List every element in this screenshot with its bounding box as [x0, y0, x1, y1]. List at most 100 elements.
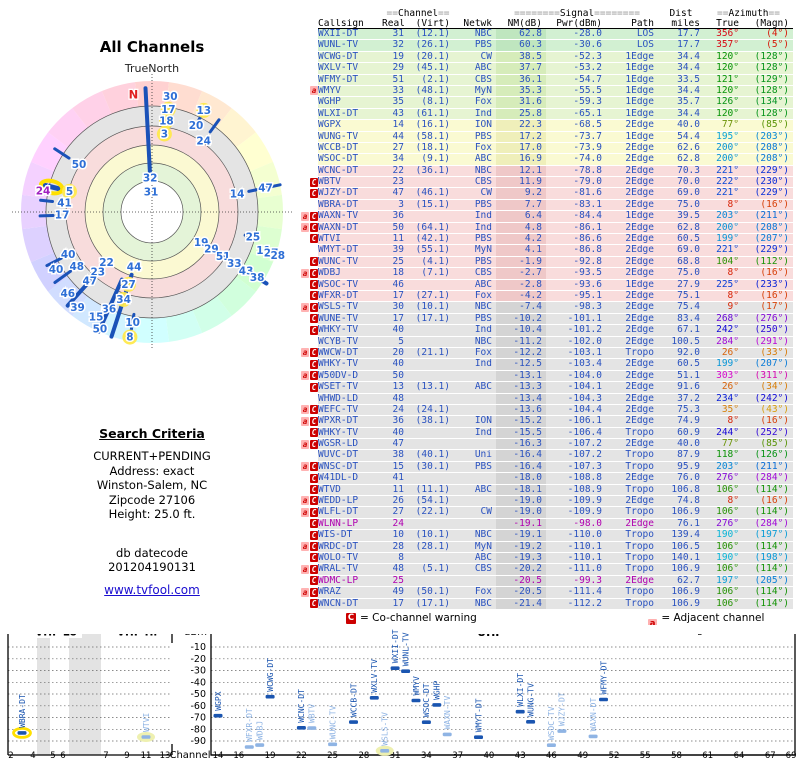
- table-row: a C WAXN-TV 36 Ind 6.4 -84.4 1Edge 39.5 203° (211°…: [296, 211, 796, 223]
- table-row: C WHKY-TV 40 Ind -10.4 -101.2 2Edge 67.1 242° (25…: [296, 325, 796, 337]
- table-row: a C WRDC-DT 28 (28.1) MyN -19.2 -110.1 Tropo 106.…: [296, 541, 796, 553]
- channel-label: 51: [216, 251, 231, 263]
- channel-label: 31: [144, 187, 159, 199]
- pending-highlight: [196, 102, 212, 118]
- true-north-label: TrueNorth: [124, 62, 180, 75]
- channel-label: 22: [99, 257, 114, 269]
- table-row: WUNL-TV 32 (26.1) PBS 60.3 -30.6 LOS 17.7 357° (5…: [296, 40, 796, 52]
- table-row: WUVC-DT 38 (40.1) Uni -16.4 -107.2 Tropo 87.9 11…: [296, 450, 796, 462]
- table-row: C WUNE-TV 17 (17.1) PBS -10.2 -101.1 2Edge 83.4 2…: [296, 313, 796, 326]
- table-row: C WSET-TV 13 (13.1) ABC -13.3 -104.1 2Edge 91.6 2…: [296, 382, 796, 394]
- station-bar: [307, 726, 317, 730]
- station-spoke: [129, 312, 136, 332]
- channel-tick-label: 67: [765, 751, 776, 761]
- station-spoke: [247, 183, 282, 193]
- dbm-tick-label: -20: [190, 654, 206, 665]
- table-row: a C WWCW-DT 20 (21.1) Fox -12.2 -103.1 Tropo 92.0…: [296, 347, 796, 360]
- channel-label: 50: [93, 323, 108, 335]
- vhf-gap-band: [37, 632, 50, 755]
- table-row: a C WPXR-DT 36 (38.1) ION -15.2 -106.1 2Edge 74.9…: [296, 416, 796, 428]
- table-row: a C WNSC-DT 15 (30.1) PBS -16.4 -107.3 Tropo 95.9…: [296, 461, 796, 474]
- table-row: a C WGSR-LD 47 -16.3 -107.2 2Edge 40.0 77° (85°): [296, 439, 796, 451]
- channel-tick-label: 11: [141, 751, 152, 761]
- channel-tick-label: 58: [671, 751, 682, 761]
- channel-tick-label: 9: [124, 751, 129, 761]
- channel-tick-label: 6: [60, 751, 65, 761]
- station-label: WLXI-DT: [516, 673, 525, 707]
- table-row: C WHKY-TV 40 Ind -12.5 -103.4 2Edge 60.5 199° (20…: [296, 359, 796, 371]
- channel-tick-label: 28: [358, 751, 369, 761]
- station-spoke: [208, 118, 221, 134]
- pending-highlight: [12, 727, 32, 739]
- table-row: WBRA-DT 3 (15.1) PBS 7.7 -83.1 2Edge 75.0 8° (16°…: [296, 199, 796, 212]
- table-row: WCWG-DT 19 (20.1) CW 38.5 -52.3 1Edge 34.4 120°(…: [296, 51, 796, 64]
- table-row: C W41DL-D 41 -18.0 -108.8 2Edge 76.0 276° (284°): [296, 473, 796, 485]
- pending-highlight: [116, 292, 132, 307]
- dbm-tick-label: -80: [190, 724, 206, 735]
- station-label: WAXN-DT: [589, 698, 598, 732]
- channel-tick-label: 61: [702, 751, 713, 761]
- station-bar: [401, 669, 411, 673]
- channel-label: 34: [116, 294, 131, 306]
- channel-tick-label: 19: [265, 751, 276, 761]
- station-label: WSLS-TV: [381, 712, 390, 746]
- pending-highlight: [158, 113, 174, 129]
- channel-label: 44: [127, 262, 142, 274]
- channel-label: 25: [246, 232, 261, 244]
- channel-tick-label: 7: [103, 751, 108, 761]
- dbm-tick-label: -60: [190, 701, 206, 712]
- tvfool-link[interactable]: www.tvfool.com: [104, 583, 200, 597]
- table-row: a C WSLS-TV 30 (10.1) NBC -7.4 -98.3 2Edge 75.4 9°…: [296, 302, 796, 314]
- table-row: WSOC-DT 34 (9.1) ABC 16.9 -74.0 2Edge 62.8 200°(…: [296, 154, 796, 166]
- station-label: WAXN-TV: [443, 696, 452, 730]
- table-row: C WSOC-TV 46 ABC -2.8 -93.6 1Edge 27.9 225° (233°…: [296, 279, 796, 291]
- table-row: C WFXR-DT 17 (27.1) Fox -4.2 -95.1 2Edge 75.1 8°(…: [296, 290, 796, 303]
- channel-tick-label: 43: [515, 751, 526, 761]
- table-row: C WBTV 23 CBS 11.9 -79.0 2Edge 70.0 222° (230°): [296, 177, 796, 189]
- table-row: a C WEDD-LP 26 (54.1) -19.0 -109.9 2Edge 74.8 8°(…: [296, 496, 796, 508]
- search-line: Address: exact: [109, 463, 195, 478]
- channel-tick-label: 4: [30, 751, 35, 761]
- channel-label: 40: [49, 264, 64, 276]
- station-bar: [265, 694, 275, 699]
- channel-label: 29: [204, 244, 219, 256]
- pending-highlight: [122, 329, 138, 345]
- channel-label: 19: [194, 237, 209, 249]
- table-row: a C WLFL-DT 27 (22.1) CW -19.0 -109.9 Tropo 106.9…: [296, 507, 796, 519]
- station-label: WMYT-DT: [474, 698, 483, 732]
- table-row: WFMY-DT 51 (2.1) CBS 36.1 -54.7 1Edge 33.5 121°(…: [296, 74, 796, 86]
- table-row: C WTVD 11 (11.1) ABC -18.1 -108.9 Tropo 106.8 106…: [296, 484, 796, 497]
- channel-label: 48: [69, 261, 84, 273]
- station-label: WUNC-TV: [328, 705, 337, 739]
- station-label: WBRA-DT: [18, 694, 27, 728]
- station-bar: [526, 720, 536, 724]
- channel-label: 27: [264, 248, 279, 260]
- station-bar: [432, 703, 442, 707]
- station-spoke: [53, 147, 71, 160]
- station-label: WUNL-TV: [401, 632, 410, 666]
- station-bar: [244, 745, 254, 749]
- station-bar: [557, 729, 567, 733]
- table-row: WMYT-DT 39 (55.1) MyN 4.1 -86.8 2Edge 69.0 221°(…: [296, 245, 796, 257]
- channel-label: 11: [256, 245, 271, 257]
- station-label: WFMY-DT: [599, 661, 608, 695]
- table-row: WCCB-DT 27 (18.1) Fox 17.0 -73.9 2Edge 62.6 200°…: [296, 142, 796, 155]
- channel-label: 14: [230, 188, 245, 200]
- pending-highlight: [160, 101, 176, 117]
- table-header-columns: Callsign Real (Virt) Netwk NM(dB) Pwr(dBm) Pat…: [296, 19, 796, 29]
- station-label: WUNG-TV: [526, 683, 535, 717]
- table-row: C WHKY-TV 40 Ind -15.5 -106.4 Tropo 60.9 244° (25…: [296, 427, 796, 440]
- north-marker: N: [129, 88, 139, 102]
- channel-axis-label: Channel: [169, 750, 210, 761]
- station-bar: [442, 732, 452, 737]
- vhf-gap-band: [69, 632, 101, 755]
- search-line: CURRENT+PENDING: [93, 449, 211, 463]
- channel-label: 27: [121, 279, 136, 291]
- channel-tick-label: 40: [483, 751, 494, 761]
- channel-label: 13: [196, 105, 211, 117]
- channel-tick-label: 37: [452, 751, 463, 761]
- table-row: WXII-DT 31 (12.1) NBC 62.8 -28.0 LOS 17.7 356° (4…: [296, 29, 796, 41]
- station-bar: [255, 743, 265, 747]
- station-label: WXLV-TV: [370, 659, 379, 693]
